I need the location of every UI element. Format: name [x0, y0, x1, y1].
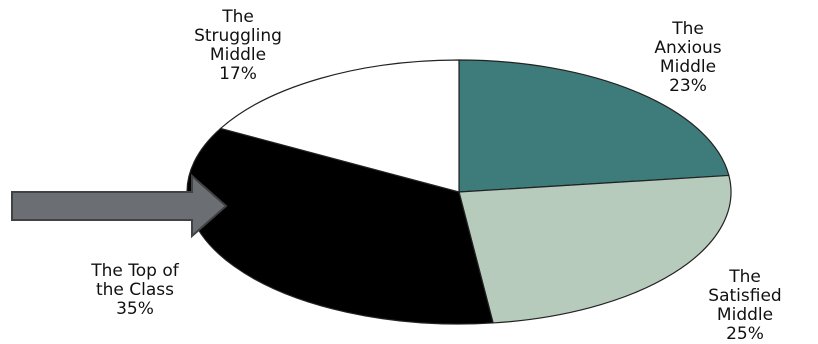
slice-label-name: The Anxious Middle: [654, 19, 722, 77]
slice-label-2: The Satisfied Middle 25%: [672, 268, 818, 344]
pie-slice-3: [186, 127, 494, 325]
slice-label-name: The Struggling Middle: [194, 7, 282, 65]
pie-slice-1: [458, 59, 730, 193]
slice-label-value: 23%: [669, 76, 707, 96]
slice-label-4: The Struggling Middle 17%: [146, 8, 330, 84]
slice-label-name: The Top of the Class: [91, 261, 179, 300]
slice-label-1: The Anxious Middle 23%: [628, 20, 748, 96]
pointer-arrow-icon: [11, 173, 228, 239]
slice-label-name: The Satisfied Middle: [708, 267, 782, 325]
slice-label-value: 25%: [726, 324, 764, 344]
pie-slice-4: [219, 59, 460, 193]
slice-label-value: 35%: [116, 299, 154, 319]
slice-label-3: The Top of the Class 35%: [50, 262, 220, 319]
slice-label-value: 17%: [219, 64, 257, 84]
pie-slice-2: [458, 174, 732, 324]
